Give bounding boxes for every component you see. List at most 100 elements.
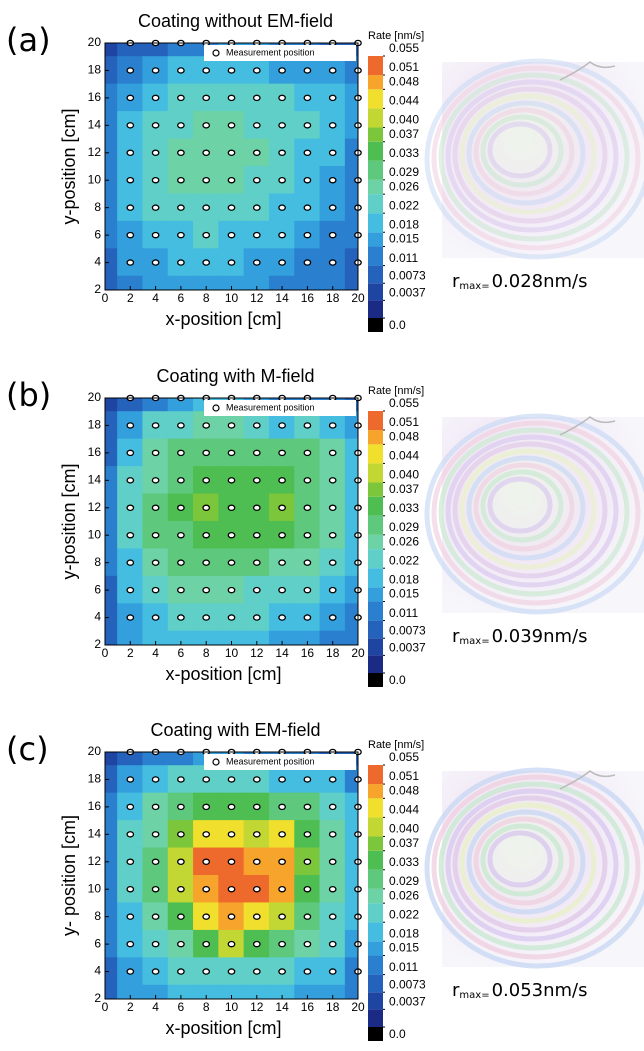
photo-ring (487, 121, 553, 179)
measurement-point (126, 776, 135, 783)
measurement-point (303, 913, 312, 920)
measurement-point (177, 586, 185, 594)
panel: (a) Coating without EM-field Measurement p… (6, 11, 644, 332)
colorbar-segment (368, 922, 383, 942)
colorbar-tick-label: 0.040 (389, 822, 419, 836)
heat-cell (344, 56, 358, 85)
heat-cell (319, 275, 346, 290)
annotation-value: 0.039nm/s (492, 626, 588, 647)
heat-cell (344, 438, 358, 468)
photo-ring (466, 100, 586, 206)
heat-cell (193, 984, 220, 999)
y-tick-label: 20 (88, 35, 102, 49)
heat-cell (117, 275, 144, 290)
colorbar-segment (368, 141, 383, 161)
measurement-point (126, 913, 135, 920)
heat-cell (105, 275, 119, 290)
heat-cell (344, 902, 358, 931)
measurement-point (227, 67, 236, 74)
legend-box (204, 754, 356, 770)
measurement-point (303, 122, 312, 129)
measurement-point (202, 940, 211, 948)
colorbar-tick-label: 0.026 (389, 179, 419, 193)
legend-marker (212, 49, 220, 57)
measurement-point (278, 614, 286, 621)
measurement-point (151, 94, 160, 102)
measurement-point (303, 231, 312, 239)
heat-cell (344, 847, 358, 876)
colorbar-segment (368, 496, 383, 516)
heat-cell (319, 630, 346, 645)
heat-cell (344, 820, 358, 849)
measurement-point (328, 803, 337, 811)
x-tick-label: 16 (301, 291, 315, 305)
x-tick-label: 2 (127, 291, 134, 305)
measurement-point (278, 67, 286, 74)
heat-cell (105, 56, 119, 85)
photo-ring (480, 823, 564, 897)
colorbar-title: Rate [nm/s] (368, 385, 424, 397)
measurement-point (303, 858, 312, 866)
y-tick-label: 6 (94, 582, 101, 596)
photo (424, 58, 644, 260)
measurement-point (126, 477, 135, 484)
colorbar-tick-label: 0.0073 (389, 977, 426, 991)
colorbar-segment (368, 601, 383, 621)
measurement-point (126, 231, 135, 239)
colorbar-segment (368, 534, 383, 550)
colorbar-tick-label: 0.044 (389, 94, 419, 108)
measurement-point (227, 831, 236, 838)
y-tick-label: 12 (88, 500, 102, 514)
measurement-point (126, 885, 135, 893)
colorbar-tick-label: 0.051 (389, 415, 419, 429)
photo-ring (431, 65, 641, 251)
measurement-point (177, 614, 185, 621)
colorbar-segment (368, 283, 383, 301)
x-tick-label: 14 (275, 291, 289, 305)
colorbar-segment (368, 888, 383, 904)
measurement-point (177, 231, 185, 239)
heat-cell (344, 603, 358, 632)
heat-cell (117, 752, 144, 767)
photo-ring (424, 413, 644, 615)
measurement-point (126, 176, 135, 184)
colorbar-tick-label: 0.033 (389, 855, 419, 869)
heat-cell (105, 111, 119, 140)
heat-cell (117, 398, 144, 413)
photo-ring (473, 462, 575, 552)
measurement-point (177, 259, 185, 266)
x-tick-label: 6 (178, 646, 185, 660)
heat-cell (268, 630, 296, 645)
measurement-point (177, 477, 185, 484)
measurement-point (252, 259, 261, 266)
colorbar-title: Rate [nm/s] (368, 30, 424, 42)
measurement-point (278, 176, 286, 184)
annotation: rmax= 0.039nm/s (452, 626, 588, 647)
heat-cell (117, 984, 144, 999)
heat-cell (142, 752, 169, 767)
measurement-point (252, 776, 261, 783)
annotation-value: 0.053nm/s (492, 980, 588, 1001)
measurement-point (177, 176, 185, 184)
measurement-point (202, 559, 211, 566)
measurement-point (303, 614, 312, 621)
measurement-point (303, 776, 312, 783)
measurement-point (303, 477, 312, 484)
measurement-point (328, 67, 337, 74)
colorbar-tick-label: 0.011 (389, 960, 418, 974)
y-axis-label: y-position [cm] (59, 463, 79, 579)
measurement-point (303, 176, 312, 184)
heat-cell (167, 630, 195, 645)
heat-cell (193, 275, 220, 290)
measurement-point (177, 94, 185, 102)
legend-marker (212, 404, 220, 412)
colorbar-tick-label: 0.048 (389, 75, 419, 89)
measurement-point (328, 940, 337, 948)
y-tick-label: 12 (88, 854, 102, 868)
colorbar-segment (368, 515, 383, 535)
y-tick-label: 10 (88, 527, 102, 541)
heat-cell (344, 166, 358, 195)
measurement-point (177, 531, 185, 539)
measurement-point (328, 176, 337, 184)
measurement-point (227, 885, 236, 893)
